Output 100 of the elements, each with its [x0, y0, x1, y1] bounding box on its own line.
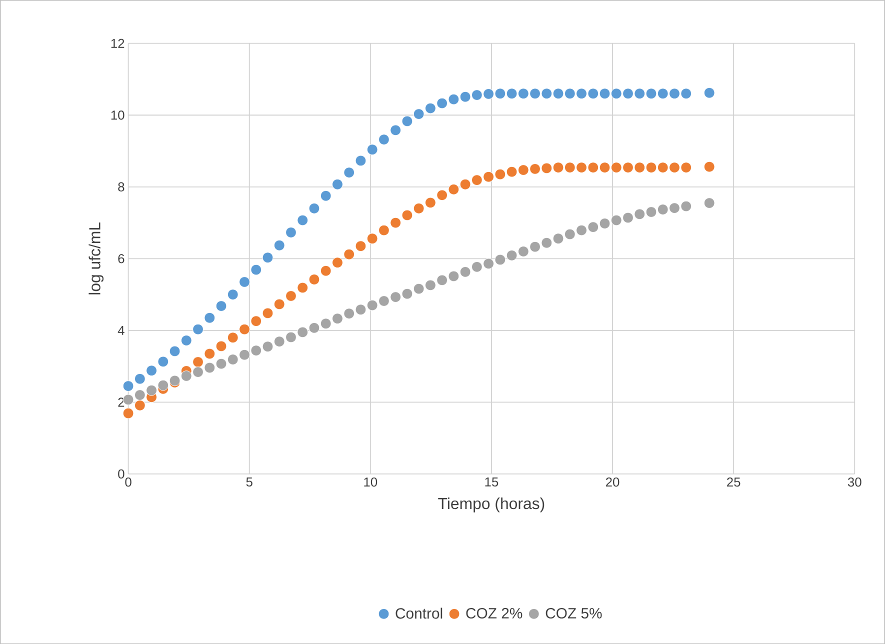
- point: [332, 257, 343, 268]
- point: [262, 252, 274, 263]
- point: [588, 88, 599, 99]
- point: [704, 161, 715, 172]
- point: [634, 88, 646, 99]
- x-tick-label: 25: [727, 477, 740, 487]
- point: [610, 162, 622, 173]
- point: [657, 204, 668, 215]
- point: [378, 295, 390, 306]
- point: [227, 354, 238, 365]
- point: [425, 280, 436, 291]
- point: [390, 124, 402, 136]
- point: [704, 87, 715, 98]
- point: [680, 162, 692, 173]
- point: [494, 254, 506, 266]
- point: [297, 214, 308, 226]
- x-tick-label: 10: [364, 477, 378, 487]
- point: [274, 240, 285, 251]
- point: [192, 356, 204, 368]
- point: [366, 300, 378, 311]
- point: [250, 264, 262, 276]
- x-axis-title: Tiempo (horas): [438, 497, 544, 512]
- point: [552, 233, 564, 244]
- y-tick-label: 8: [118, 182, 124, 192]
- point: [297, 326, 308, 338]
- point: [588, 162, 599, 173]
- point: [344, 166, 355, 178]
- point: [134, 389, 146, 400]
- point: [634, 162, 646, 173]
- y-tick-label: 0: [118, 469, 124, 478]
- point: [471, 89, 482, 100]
- point: [216, 340, 227, 352]
- point: [402, 116, 413, 127]
- point: [320, 265, 332, 276]
- point: [355, 155, 366, 166]
- point: [552, 88, 564, 99]
- point: [158, 380, 169, 391]
- point: [344, 308, 355, 319]
- point: [204, 362, 216, 374]
- point: [366, 233, 378, 244]
- point: [146, 365, 157, 376]
- point: [204, 348, 216, 360]
- point: [308, 202, 320, 214]
- point: [366, 144, 378, 155]
- point: [483, 258, 494, 270]
- point: [180, 370, 192, 382]
- point: [134, 373, 146, 384]
- point: [599, 162, 610, 173]
- point: [680, 88, 692, 99]
- point: [506, 250, 518, 261]
- point: [158, 356, 169, 367]
- point: [460, 178, 471, 190]
- point: [518, 246, 529, 257]
- point: [239, 324, 250, 335]
- x-tick-label: 15: [485, 477, 498, 486]
- point: [680, 200, 692, 212]
- point: [552, 162, 564, 173]
- point: [471, 174, 482, 186]
- point: [588, 222, 599, 232]
- point: [378, 134, 390, 145]
- point: [704, 198, 715, 208]
- point: [308, 274, 320, 285]
- point: [646, 206, 657, 218]
- point: [425, 102, 436, 114]
- point: [494, 88, 506, 99]
- point: [169, 346, 180, 357]
- point: [122, 380, 134, 392]
- point: [250, 344, 262, 356]
- point: [541, 162, 552, 174]
- point: [344, 248, 355, 260]
- point: [390, 217, 402, 228]
- point: [413, 202, 424, 214]
- point: [390, 292, 402, 302]
- point: [286, 290, 296, 302]
- legend-label: COZ 5%: [546, 608, 602, 618]
- point: [622, 88, 634, 99]
- point: [576, 88, 587, 99]
- point: [262, 308, 274, 319]
- point: [355, 240, 366, 252]
- point: [599, 218, 610, 229]
- point: [518, 88, 529, 99]
- x-tick-label: 5: [246, 477, 252, 486]
- point: [180, 334, 192, 346]
- point: [576, 162, 587, 173]
- point: [564, 228, 576, 240]
- point: [530, 163, 540, 174]
- point: [192, 324, 204, 335]
- point: [506, 166, 518, 178]
- point: [599, 88, 610, 99]
- point: [622, 162, 634, 173]
- x-tick-label: 20: [606, 477, 620, 487]
- point: [483, 171, 494, 182]
- point: [378, 224, 390, 236]
- point: [192, 366, 204, 378]
- point: [506, 88, 518, 99]
- point: [239, 349, 250, 360]
- point: [146, 384, 157, 396]
- point: [622, 212, 634, 224]
- point: [216, 358, 227, 370]
- point: [669, 202, 680, 214]
